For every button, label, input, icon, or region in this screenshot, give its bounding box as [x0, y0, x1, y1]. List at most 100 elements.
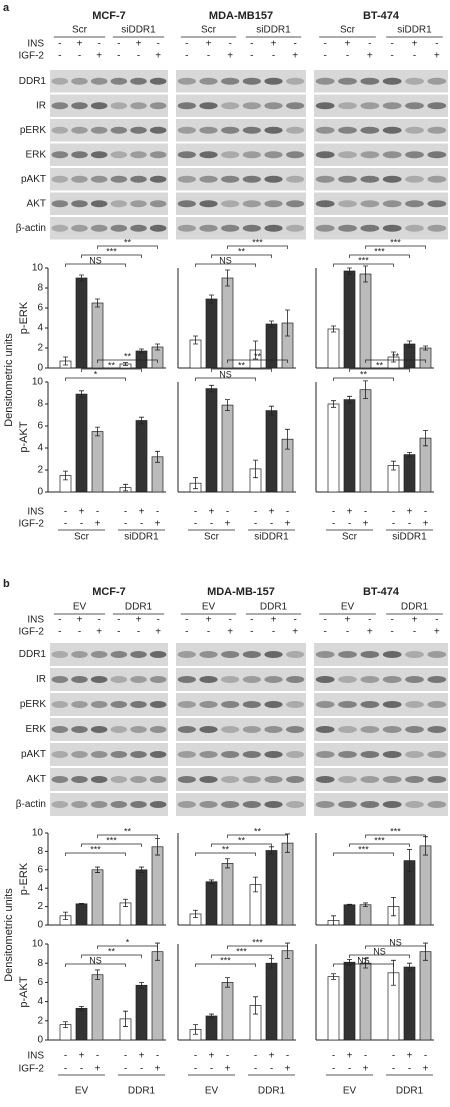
blot-band	[315, 651, 335, 658]
treatment-sign: -	[250, 627, 253, 638]
y-tick-label: 6	[37, 864, 43, 875]
treatment-sign: -	[250, 615, 253, 626]
bar	[343, 961, 356, 1041]
treatment-sign: -	[392, 1051, 395, 1062]
blot-band	[199, 102, 218, 110]
blot-band	[221, 726, 240, 733]
blot-band	[149, 776, 167, 783]
blot-background	[176, 70, 306, 93]
blot-band	[51, 751, 69, 758]
treatment-sign: +	[96, 51, 102, 62]
blot-band	[338, 726, 357, 733]
blot-band	[360, 676, 380, 683]
error-bar	[363, 380, 368, 399]
treatment-sign: -	[364, 507, 367, 518]
cell-line: MCF-7	[92, 10, 126, 22]
treatment-sign: +	[206, 615, 212, 626]
blot-band	[382, 726, 402, 733]
significance-label: ***	[106, 835, 117, 845]
error-bar	[139, 416, 144, 425]
blot-band	[177, 651, 196, 658]
blot-background	[176, 693, 306, 716]
significance-bracket	[365, 834, 426, 838]
blot-band	[221, 200, 240, 208]
bar	[265, 323, 278, 369]
blot-band	[51, 77, 69, 85]
error-bar	[95, 426, 100, 437]
blot-band	[149, 200, 167, 208]
bar	[327, 976, 340, 1041]
blot-band	[360, 751, 380, 758]
blot-background	[176, 217, 306, 240]
group-label: DDR1	[258, 1086, 286, 1097]
blot-band	[286, 751, 305, 758]
blot-band	[71, 651, 88, 658]
panel-label: b	[3, 578, 10, 590]
significance-bracket	[227, 834, 288, 838]
significance-bracket	[365, 245, 426, 249]
blot-band	[286, 126, 305, 134]
treatment-sign: +	[209, 1051, 215, 1062]
treatment-sign: -	[185, 39, 188, 50]
treatment-sign: -	[390, 615, 393, 626]
group-label: EV	[343, 1086, 357, 1097]
blot-label: ERK	[25, 149, 46, 160]
blot-band	[199, 200, 218, 208]
treatment-sign: -	[117, 627, 120, 638]
treatment-sign: -	[124, 519, 127, 530]
bar	[403, 454, 416, 493]
blot-band	[264, 751, 283, 758]
blot-band	[221, 224, 240, 232]
error-bar	[225, 977, 230, 988]
bar	[221, 863, 234, 926]
blot-band	[110, 102, 128, 110]
blot-band	[242, 151, 261, 159]
treatment-sign: -	[286, 507, 289, 518]
significance-label: ***	[358, 255, 369, 265]
blot-label: pERK	[20, 699, 46, 710]
treatment-sign: +	[155, 627, 161, 638]
blot-band	[51, 651, 69, 658]
error-bar	[123, 362, 128, 366]
error-bar	[407, 962, 412, 972]
error-bar	[331, 400, 336, 408]
treatment-sign: -	[364, 1051, 367, 1062]
blot-band	[51, 102, 69, 110]
treatment-sign: +	[139, 1051, 145, 1062]
cell-line: MDA-MB157	[209, 10, 273, 22]
blot-band	[90, 126, 108, 134]
blot-band	[221, 77, 240, 85]
blot-band	[130, 701, 147, 708]
blot-band	[360, 651, 380, 658]
blot-background	[314, 793, 448, 816]
blot-band	[405, 726, 424, 733]
treatment-sign: +	[423, 519, 429, 530]
y-tick-label: 8	[37, 283, 43, 294]
blot-band	[110, 701, 128, 708]
blot-label: AKT	[27, 774, 46, 785]
error-bar	[347, 395, 352, 404]
y-tick-label: 4	[37, 443, 43, 454]
blot-band	[360, 224, 380, 232]
blot-band	[199, 224, 218, 232]
error-bar	[423, 345, 428, 351]
significance-label: NS	[219, 255, 232, 265]
treatment-sign: +	[292, 51, 298, 62]
error-bar	[363, 902, 368, 907]
blot-band	[286, 77, 305, 85]
row-label: p-ERK	[18, 862, 30, 895]
significance-label: **	[222, 844, 230, 854]
blot-band	[110, 676, 128, 683]
blot-background	[50, 768, 168, 791]
significance-bracket	[65, 263, 126, 267]
blot-band	[360, 801, 380, 808]
treatment-sign: -	[124, 1064, 127, 1075]
treatment-sign: -	[228, 39, 231, 50]
significance-label: ***	[252, 937, 263, 947]
blot-background	[176, 793, 306, 816]
significance-bracket	[349, 954, 410, 958]
blot-band	[360, 102, 380, 110]
blot-band	[51, 776, 69, 783]
significance-bracket	[195, 263, 256, 267]
blot-band	[71, 701, 88, 708]
